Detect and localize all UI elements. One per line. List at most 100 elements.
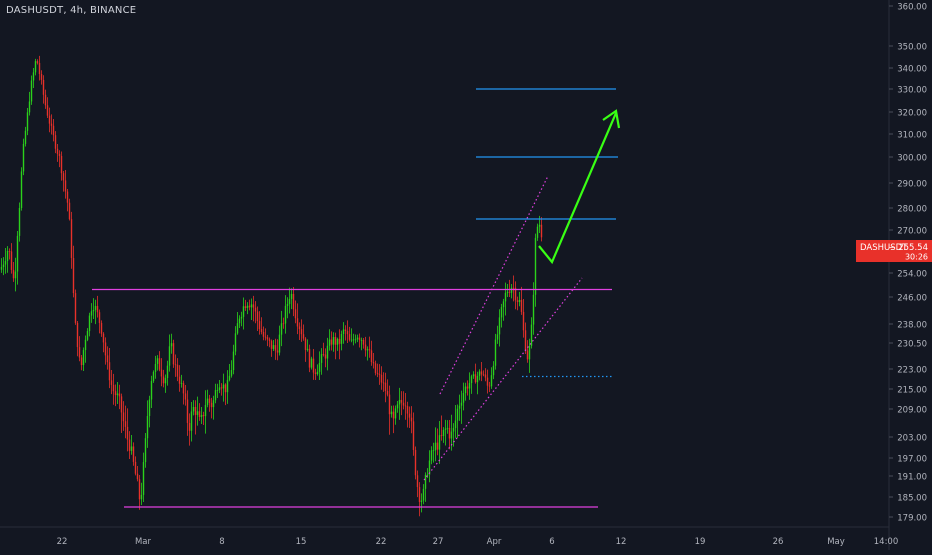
x-tick-label: Apr xyxy=(487,537,502,547)
candle-body xyxy=(500,307,503,318)
candle-body xyxy=(120,396,123,413)
candle-body xyxy=(76,322,79,348)
candle-body xyxy=(392,411,395,419)
candle-body xyxy=(292,293,295,310)
candle-body xyxy=(112,384,115,392)
candle-body xyxy=(248,305,251,308)
candle-body xyxy=(140,494,143,500)
candle-body xyxy=(212,400,215,408)
x-tick-label: 27 xyxy=(433,537,444,547)
price-tag-value: − 255.54 xyxy=(888,243,928,253)
candle-body xyxy=(244,306,247,309)
candle-body xyxy=(300,329,303,335)
candle-body xyxy=(410,417,413,422)
candle-body xyxy=(60,155,63,174)
candle-body xyxy=(82,350,85,366)
candle-body xyxy=(418,487,421,502)
candle-body xyxy=(442,429,445,437)
candle-body xyxy=(510,287,513,293)
candle-body xyxy=(384,382,387,391)
candle-body xyxy=(302,334,305,339)
candle-body xyxy=(220,387,223,389)
candle-body xyxy=(18,207,21,236)
candle-body xyxy=(404,405,407,407)
y-tick-label: 360.00 xyxy=(897,3,927,13)
candle-body xyxy=(508,291,511,293)
candle-body xyxy=(180,383,183,384)
candle-body xyxy=(268,339,271,341)
candle-body xyxy=(498,317,501,335)
candle-body xyxy=(454,420,457,428)
y-tick-label: 223.00 xyxy=(897,366,927,376)
candle-body xyxy=(242,306,245,317)
candle-body xyxy=(274,345,277,351)
candle-body xyxy=(494,339,497,366)
candle-body xyxy=(194,406,197,415)
y-tick-label: 310.00 xyxy=(897,131,927,141)
candle-body xyxy=(362,339,365,345)
candle-body xyxy=(34,61,37,73)
candle-body xyxy=(398,399,401,405)
candle-body xyxy=(344,329,347,331)
candle-body xyxy=(330,339,333,345)
candle-body xyxy=(234,333,237,352)
candle-body xyxy=(374,363,377,373)
time-axis: 22 Mar 8 15 22 27 Apr 6 12 19 26 May 14:00 xyxy=(57,537,899,547)
candle-body xyxy=(446,427,449,429)
candle-body xyxy=(4,261,7,265)
y-tick-label: 191.00 xyxy=(897,473,927,483)
x-tick-label: 12 xyxy=(616,537,627,547)
candle-body xyxy=(284,305,287,324)
candle-body xyxy=(450,431,453,439)
candle-body xyxy=(286,304,289,306)
y-tick-label: 238.00 xyxy=(897,321,927,331)
candle-body xyxy=(294,309,297,319)
candle-body xyxy=(8,251,11,252)
candle-body xyxy=(310,358,313,368)
candle-body xyxy=(338,338,341,344)
candle-body xyxy=(196,411,199,415)
candle-body xyxy=(16,235,19,272)
candle-body xyxy=(478,371,481,376)
candle-body xyxy=(376,372,379,374)
candle-body xyxy=(372,362,375,364)
candle-body xyxy=(272,345,275,349)
candle-body xyxy=(184,393,187,400)
candle-body xyxy=(328,339,331,346)
candle-body xyxy=(336,338,339,345)
candle-body xyxy=(320,354,323,363)
candle-body xyxy=(126,426,129,440)
candle-body xyxy=(204,404,207,417)
candle-body xyxy=(122,412,125,422)
candle-body xyxy=(94,306,97,310)
y-tick-label: 230.50 xyxy=(897,340,927,350)
price-tag-countdown: 30:26 xyxy=(905,253,928,262)
candle-body xyxy=(118,393,121,397)
x-tick-label: 19 xyxy=(695,537,706,547)
candle-body xyxy=(114,391,117,396)
candle-body xyxy=(72,257,75,294)
candle-body xyxy=(28,101,31,113)
candle-body xyxy=(206,398,209,405)
y-tick-label: 300.00 xyxy=(897,154,927,164)
candle-body xyxy=(488,385,491,387)
candle-body xyxy=(430,450,433,461)
candle-body xyxy=(62,173,65,181)
x-tick-label: 22 xyxy=(57,537,68,547)
x-tick-label: 14:00 xyxy=(874,537,899,547)
candle-body xyxy=(296,318,299,327)
candle-body xyxy=(24,130,27,144)
candle-body xyxy=(536,226,539,238)
candle-body xyxy=(364,344,367,351)
candle-body xyxy=(368,349,371,351)
candle-body xyxy=(134,461,137,474)
candle-body xyxy=(278,334,281,353)
candle-body xyxy=(190,411,193,431)
candle-body xyxy=(252,304,255,308)
candle-body xyxy=(44,94,47,106)
candle-body xyxy=(318,362,321,372)
candle-body xyxy=(316,371,319,375)
candle-body xyxy=(88,315,91,332)
